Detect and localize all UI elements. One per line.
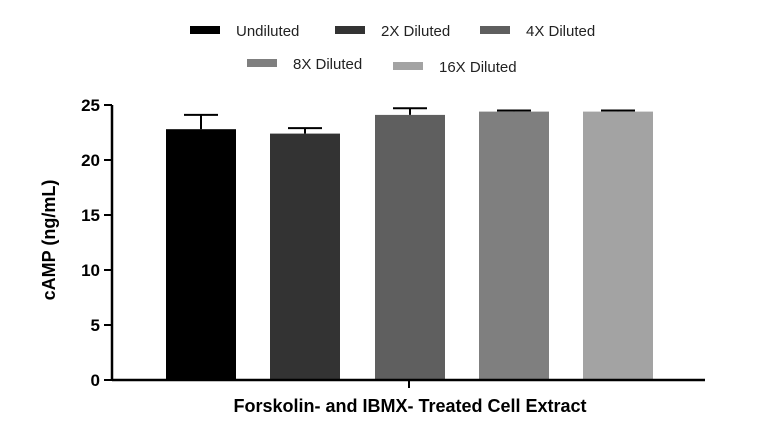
legend-swatch-1 (190, 26, 220, 34)
bar-undiluted (166, 129, 236, 380)
legend-swatch-2 (335, 26, 365, 34)
legend-swatch-3 (480, 26, 510, 34)
bar-4x-diluted (375, 114, 445, 381)
legend-swatch-5 (393, 62, 423, 70)
y-tick-label-15: 15 (81, 206, 100, 225)
bar-16x-diluted (583, 111, 653, 380)
legend-label-1: Undiluted (236, 23, 299, 40)
legend-label-5: 16X Diluted (439, 59, 517, 76)
x-axis-title: Forskolin- and IBMX- Treated Cell Extrac… (233, 396, 586, 416)
legend-label-2: 2X Diluted (381, 23, 450, 40)
y-tick-label-5: 5 (91, 316, 100, 335)
y-axis-title: cAMP (ng/mL) (39, 180, 59, 301)
bar-8x-diluted (479, 111, 549, 380)
bar-2x-diluted (270, 133, 340, 380)
y-tick-label-20: 20 (81, 151, 100, 170)
bars-group (166, 107, 653, 381)
legend-label-4: 8X Diluted (293, 56, 362, 73)
legend-swatch-4 (247, 59, 277, 67)
y-tick-label-0: 0 (91, 371, 100, 390)
axes-group: 0 5 10 15 20 25 (81, 96, 705, 390)
legend-label-3: 4X Diluted (526, 23, 595, 40)
y-tick-label-25: 25 (81, 96, 100, 115)
legend: Undiluted 2X Diluted 4X Diluted 8X Diluted 1… (190, 23, 595, 76)
y-tick-label-10: 10 (81, 261, 100, 280)
